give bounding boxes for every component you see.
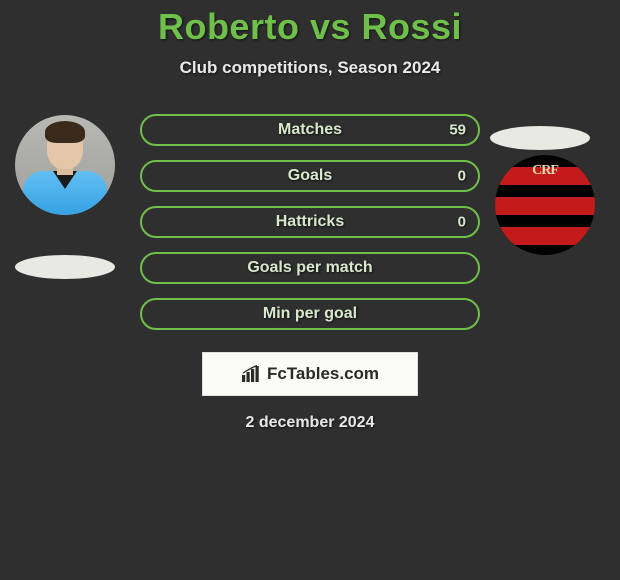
stat-value: 59 — [449, 122, 466, 139]
stat-row-goals-per-match: Goals per match — [140, 252, 480, 284]
watermark: FcTables.com — [202, 352, 418, 396]
stat-row-min-per-goal: Min per goal — [140, 298, 480, 330]
stat-row-hattricks: Hattricks 0 — [140, 206, 480, 238]
watermark-text: FcTables.com — [267, 364, 379, 384]
page-title: Roberto vs Rossi — [0, 0, 620, 48]
subtitle: Club competitions, Season 2024 — [0, 58, 620, 78]
stats-container: Matches 59 Goals 0 Hattricks 0 Goals per… — [0, 114, 620, 330]
stat-label: Matches — [278, 121, 342, 139]
stat-value: 0 — [458, 168, 466, 185]
stat-row-goals: Goals 0 — [140, 160, 480, 192]
stat-label: Hattricks — [276, 213, 344, 231]
stat-value: 0 — [458, 214, 466, 231]
stat-row-matches: Matches 59 — [140, 114, 480, 146]
date: 2 december 2024 — [0, 414, 620, 432]
bar-chart-icon — [241, 365, 263, 383]
stat-label: Goals — [288, 167, 332, 185]
stat-label: Min per goal — [263, 305, 357, 323]
stats-list: Matches 59 Goals 0 Hattricks 0 Goals per… — [140, 114, 480, 330]
stat-label: Goals per match — [247, 259, 372, 277]
